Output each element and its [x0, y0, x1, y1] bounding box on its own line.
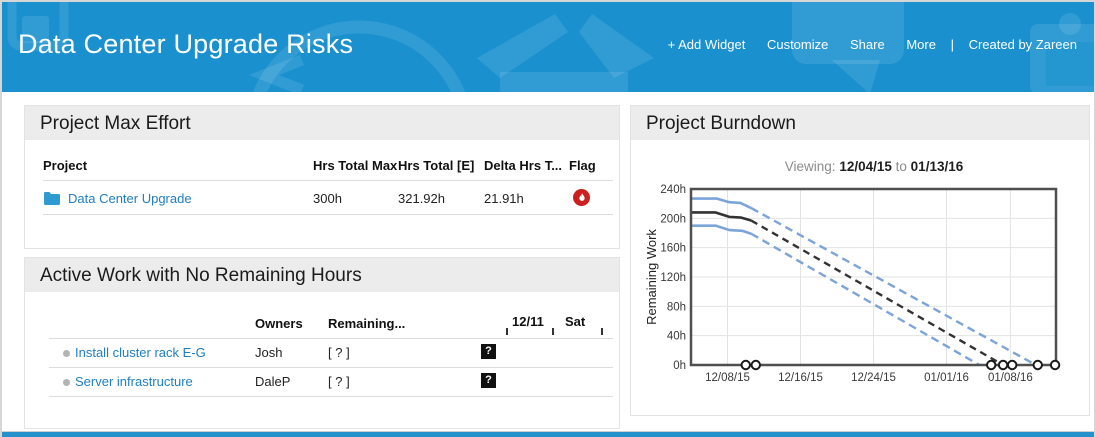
- col-header-owners: Owners: [255, 316, 303, 331]
- project-burndown-widget: Project Burndown Viewing: 12/04/15 to 01…: [630, 105, 1090, 416]
- svg-text:160h: 160h: [660, 243, 686, 255]
- svg-text:12/16/15: 12/16/15: [778, 372, 823, 384]
- hrs-total-max-value: 300h: [313, 191, 342, 206]
- svg-text:01/08/16: 01/08/16: [988, 372, 1033, 384]
- task-bullet-icon: [63, 350, 70, 357]
- viewing-from-date[interactable]: 12/04/15: [839, 159, 892, 174]
- remaining-value: [ ? ]: [328, 374, 350, 389]
- owner-value: DaleP: [255, 374, 291, 389]
- timeline-tick: [601, 328, 603, 335]
- delta-hrs-value: 21.91h: [484, 191, 524, 206]
- divider: [49, 338, 613, 339]
- owner-value: Josh: [255, 345, 283, 360]
- widget-header-band: Project Max Effort: [25, 106, 619, 140]
- timeline-tick: [506, 328, 508, 335]
- svg-text:12/08/15: 12/08/15: [705, 372, 750, 384]
- widget-title: Active Work with No Remaining Hours: [40, 265, 362, 286]
- svg-text:80h: 80h: [667, 301, 686, 313]
- task-bullet-icon: [63, 379, 70, 386]
- header-menu: + Add Widget Customize Share More | Crea…: [659, 37, 1086, 52]
- task-link[interactable]: Install cluster rack E-G: [75, 345, 206, 360]
- col-header-project: Project: [43, 158, 88, 173]
- divider: [43, 180, 613, 181]
- speech-bubble-icon: [792, 2, 904, 92]
- widget-title: Project Max Effort: [40, 113, 191, 134]
- viewing-to-date[interactable]: 01/13/16: [910, 159, 964, 174]
- widget-title: Project Burndown: [646, 113, 796, 134]
- divider: [49, 396, 613, 397]
- more-button[interactable]: More: [906, 37, 936, 52]
- project-max-effort-widget: Project Max Effort Project Hrs Total Max…: [24, 105, 620, 249]
- svg-text:40h: 40h: [667, 331, 686, 343]
- viewing-range: Viewing: 12/04/15 to 01/13/16: [691, 159, 1057, 174]
- clock-icon: [252, 20, 466, 92]
- svg-text:01/01/16: 01/01/16: [924, 372, 969, 384]
- widget-header-band: Active Work with No Remaining Hours: [25, 258, 619, 292]
- bottom-accent-strip: [2, 432, 1094, 437]
- header-watermark-icons: [7, 2, 1094, 92]
- add-widget-button[interactable]: + Add Widget: [667, 37, 746, 52]
- col-header-remaining: Remaining...: [328, 316, 406, 331]
- folder-icon: [44, 192, 60, 205]
- col-header-flag: Flag: [569, 158, 596, 173]
- widget-header-band: Project Burndown: [631, 106, 1089, 140]
- col-header-hrs-total-e: Hrs Total [E]: [398, 158, 475, 173]
- created-by-label: Created by Zareen: [968, 37, 1077, 52]
- col-header-delta-hrs: Delta Hrs T...: [484, 158, 563, 173]
- flame-flag-icon: [573, 189, 590, 206]
- divider: [49, 367, 613, 368]
- svg-text:Remaining Work: Remaining Work: [644, 229, 659, 325]
- svg-text:0h: 0h: [673, 360, 686, 372]
- task-link[interactable]: Server infrastructure: [75, 374, 193, 389]
- open-box-icon: [477, 14, 654, 92]
- page-title: Data Center Upgrade Risks: [18, 29, 354, 59]
- svg-text:200h: 200h: [660, 213, 686, 225]
- hrs-total-e-value: 321.92h: [398, 191, 445, 206]
- active-work-widget: Active Work with No Remaining Hours Owne…: [24, 257, 620, 429]
- dashboard-header: Data Center Upgrade Risks + Add Widget C…: [2, 2, 1094, 92]
- divider: [43, 214, 613, 215]
- burndown-chart: 240h 200h 160h 120h 80h 40h 0h 12/08/15 12/16/15…: [644, 184, 1061, 384]
- menu-separator: |: [950, 37, 954, 52]
- viewing-to-word: to: [895, 159, 907, 174]
- svg-text:12/24/15: 12/24/15: [851, 372, 896, 384]
- timeline-day-header: Sat: [565, 314, 586, 329]
- customize-button[interactable]: Customize: [766, 37, 829, 52]
- svg-text:120h: 120h: [660, 272, 686, 284]
- share-button[interactable]: Share: [850, 37, 885, 52]
- project-link[interactable]: Data Center Upgrade: [68, 191, 192, 206]
- timeline-tick: [552, 328, 554, 335]
- clipboard-icon: [1030, 13, 1094, 92]
- unestimated-task-marker[interactable]: ?: [481, 373, 496, 388]
- divider: [2, 431, 1094, 432]
- svg-text:240h: 240h: [660, 184, 686, 196]
- app-tile-icon: [7, 2, 69, 51]
- timeline-date-header: 12/11: [512, 314, 544, 329]
- col-header-hrs-total-max: Hrs Total Max: [313, 158, 398, 173]
- remaining-value: [ ? ]: [328, 345, 350, 360]
- viewing-label: Viewing:: [784, 159, 836, 174]
- unestimated-task-marker[interactable]: ?: [481, 344, 496, 359]
